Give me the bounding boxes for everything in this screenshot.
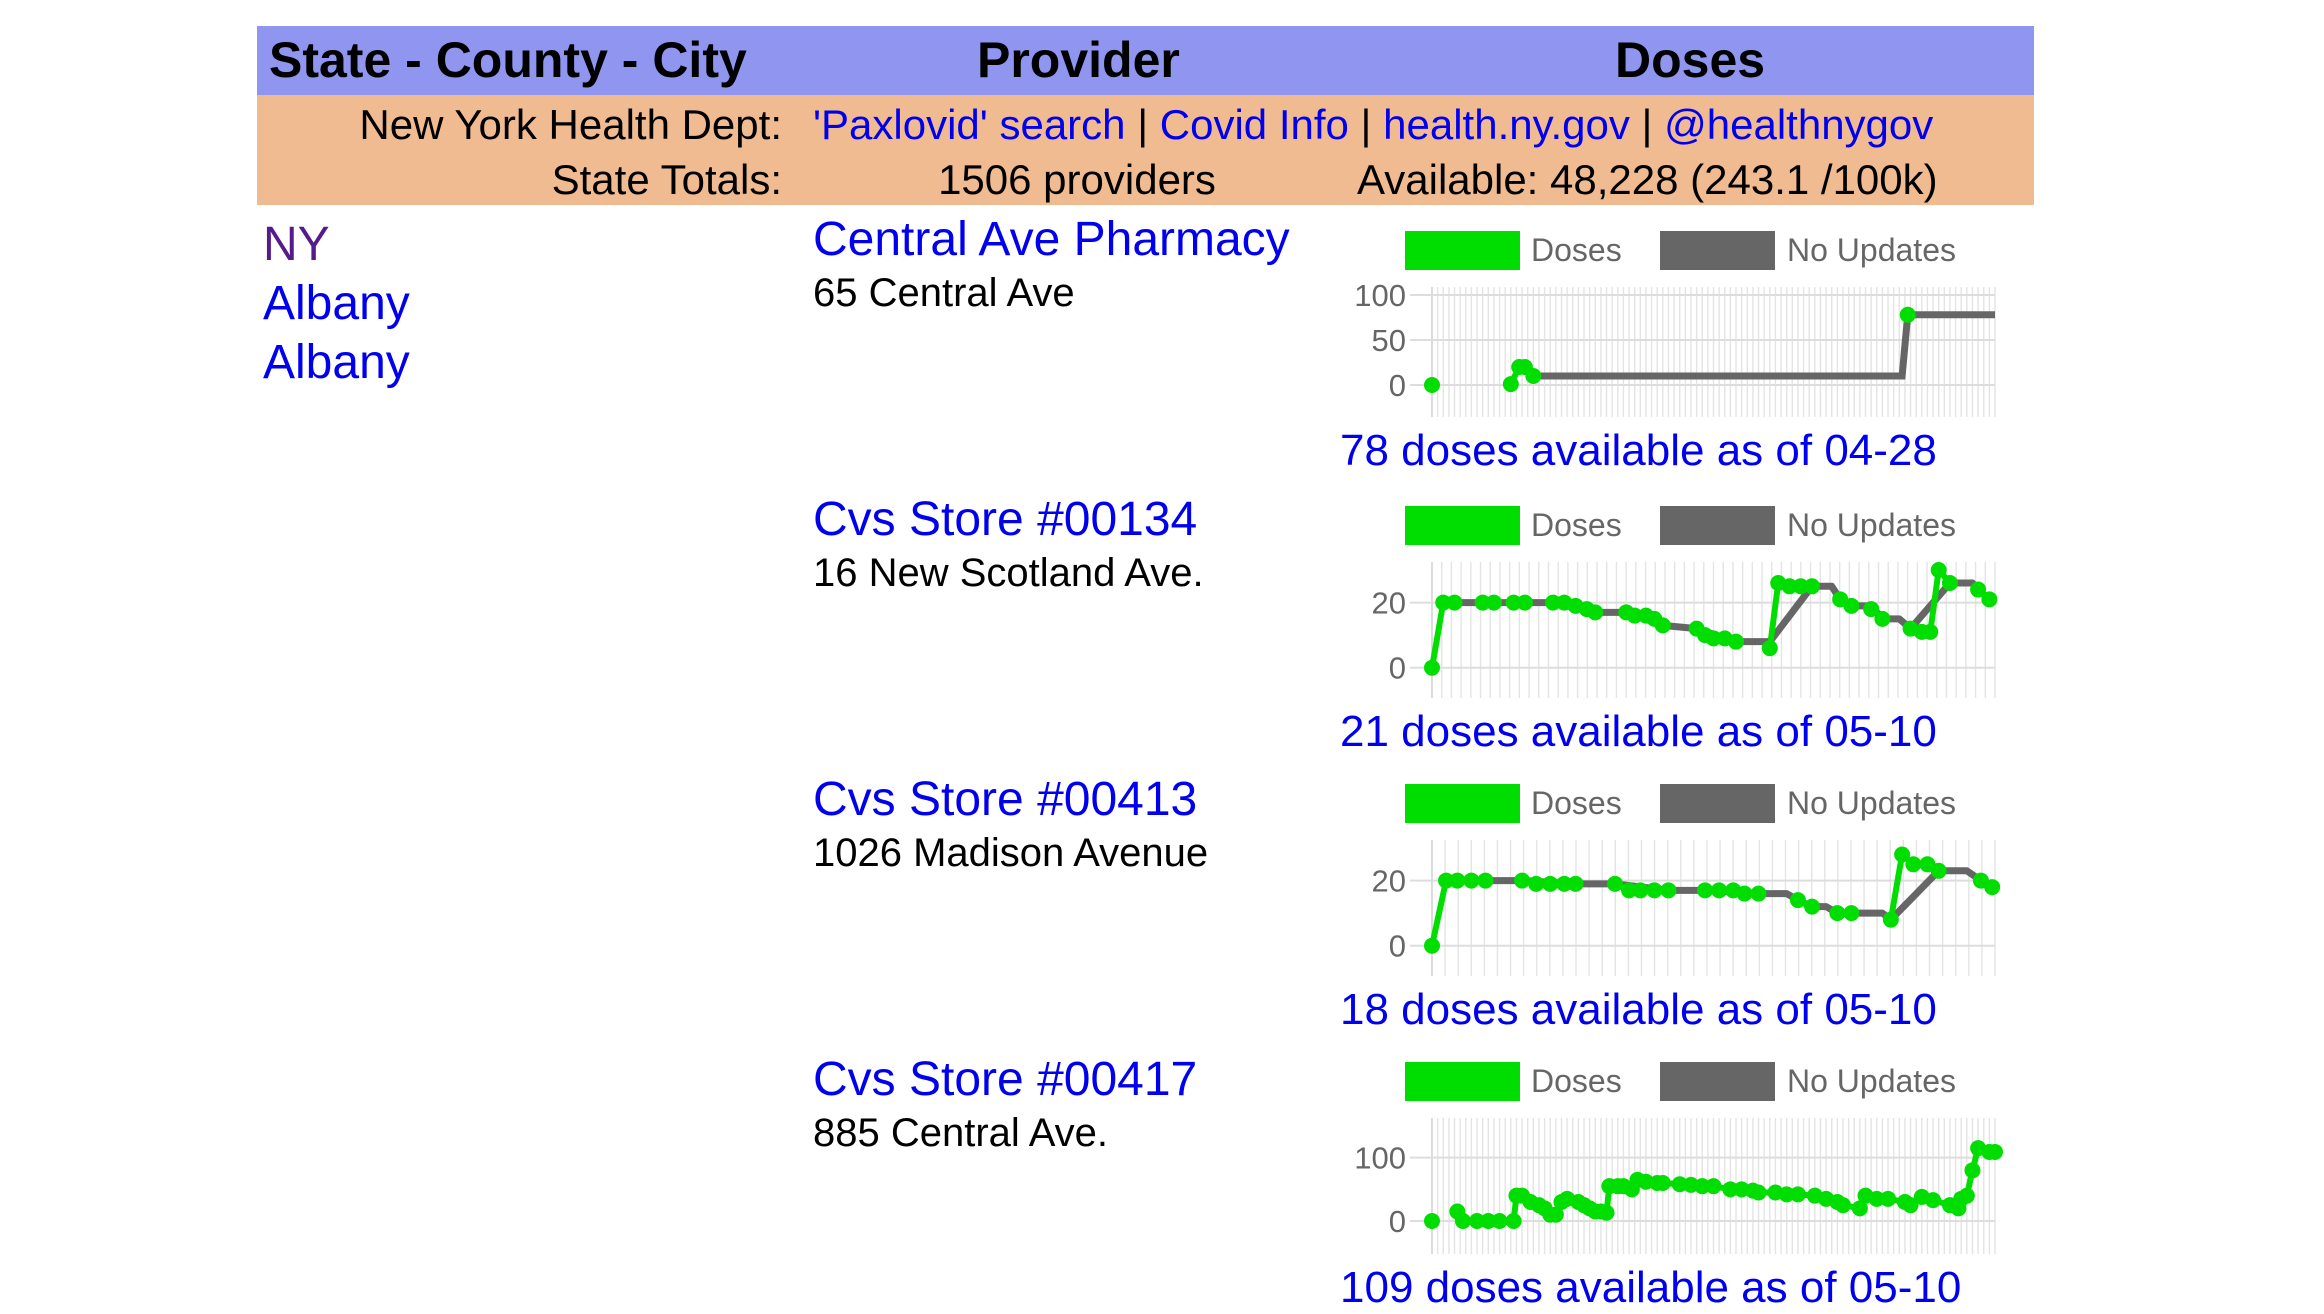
no-updates-legend-label: No Updates [1787, 1063, 1956, 1099]
provider-name-link[interactable]: Cvs Store #00417 [813, 1053, 1198, 1106]
doses-available-link[interactable]: 109 doses available as of 05-10 [1340, 1263, 1962, 1312]
provider-address: 65 Central Ave [813, 271, 1075, 315]
link-separator: | [1348, 101, 1384, 148]
provider-address: 885 Central Ave. [813, 1111, 1109, 1155]
doses-legend-label: Doses [1531, 1063, 1622, 1099]
svg-text:20: 20 [1372, 586, 1406, 621]
county-link[interactable]: Albany [263, 277, 410, 330]
link-separator: | [1125, 101, 1160, 148]
doses-legend-label: Doses [1531, 785, 1622, 821]
header-provider: Provider [977, 32, 1180, 88]
dose-line-chart: 0 50 100 [1354, 278, 1996, 417]
table-header: State - County - City Provider Doses [257, 26, 2034, 95]
twitter-handle-link[interactable]: @healthnygov [1664, 101, 1934, 148]
dose-line-chart: 0 100 [1354, 1118, 2003, 1254]
no-updates-legend-swatch[interactable] [1660, 1062, 1775, 1101]
dose-chart-block: Doses No Updates 0 20 21 doses available … [1340, 506, 2040, 758]
no-updates-legend-label: No Updates [1787, 507, 1956, 543]
dose-chart-block: Doses No Updates 0 50 100 78 doses availab… [1340, 231, 2040, 477]
chart-legend: Doses No Updates [1340, 1062, 2040, 1106]
covid-info-link[interactable]: Covid Info [1159, 101, 1349, 148]
svg-text:0: 0 [1389, 651, 1406, 686]
provider-name-link[interactable]: Cvs Store #00413 [813, 773, 1198, 826]
provider-name-link[interactable]: Central Ave Pharmacy [813, 213, 1290, 266]
dose-chart-block: Doses No Updates 0 100 109 doses availabl… [1340, 1062, 2040, 1314]
available-total: Available: 48,228 (243.1 /100k) [1357, 156, 1938, 203]
dose-chart-block: Doses No Updates 0 20 18 doses available … [1340, 784, 2040, 1036]
svg-text:100: 100 [1354, 1141, 1406, 1176]
doses-available-link[interactable]: 18 doses available as of 05-10 [1340, 985, 1937, 1034]
health-ny-gov-link[interactable]: health.ny.gov [1383, 101, 1630, 148]
header-doses: Doses [1615, 32, 1766, 88]
chart-legend: Doses No Updates [1340, 506, 2040, 550]
state-info-band: New York Health Dept: 'Paxlovid' search … [257, 95, 2034, 205]
header-location: State - County - City [269, 32, 747, 88]
doses-legend-swatch[interactable] [1405, 1062, 1520, 1101]
state-link[interactable]: NY [263, 218, 330, 271]
no-updates-legend-swatch[interactable] [1660, 231, 1775, 270]
availability-table: State - County - City Provider Doses New… [257, 26, 2034, 205]
dose-line-chart: 0 20 [1372, 840, 2001, 976]
svg-text:50: 50 [1372, 323, 1406, 358]
doses-legend-label: Doses [1531, 507, 1622, 543]
svg-text:0: 0 [1389, 929, 1406, 964]
doses-legend-swatch[interactable] [1405, 231, 1520, 270]
providers-total: 1506 providers [938, 156, 1216, 203]
no-updates-legend-label: No Updates [1787, 785, 1956, 821]
provider-name-link[interactable]: Cvs Store #00134 [813, 493, 1198, 546]
svg-text:0: 0 [1389, 368, 1406, 403]
doses-available-link[interactable]: 21 doses available as of 05-10 [1340, 707, 1937, 756]
svg-text:20: 20 [1372, 864, 1406, 899]
provider-address: 1026 Madison Avenue [813, 831, 1209, 875]
state-totals-label: State Totals: [551, 156, 782, 203]
city-link[interactable]: Albany [263, 336, 410, 389]
location-breadcrumb: NY Albany Albany [263, 215, 410, 392]
health-dept-label: New York Health Dept: [359, 101, 782, 148]
provider-address: 16 New Scotland Ave. [813, 551, 1204, 595]
dose-line-chart: 0 20 [1372, 562, 1998, 698]
doses-legend-swatch[interactable] [1405, 784, 1520, 823]
paxlovid-search-link[interactable]: 'Paxlovid' search [813, 101, 1126, 148]
no-updates-legend-label: No Updates [1787, 232, 1956, 268]
chart-legend: Doses No Updates [1340, 784, 2040, 828]
provider-row: Cvs Store #00417 885 Central Ave. [813, 1052, 1333, 1158]
health-dept-links: 'Paxlovid' search | Covid Info | health.… [813, 98, 1933, 152]
chart-legend: Doses No Updates [1340, 231, 2040, 275]
doses-legend-swatch[interactable] [1405, 506, 1520, 545]
svg-text:100: 100 [1354, 278, 1406, 313]
doses-available-link[interactable]: 78 doses available as of 04-28 [1340, 426, 1937, 475]
link-separator: | [1629, 101, 1665, 148]
provider-row: Cvs Store #00413 1026 Madison Avenue [813, 772, 1333, 878]
provider-row: Central Ave Pharmacy 65 Central Ave [813, 212, 1333, 318]
svg-text:0: 0 [1389, 1204, 1406, 1239]
provider-row: Cvs Store #00134 16 New Scotland Ave. [813, 492, 1333, 598]
no-updates-legend-swatch[interactable] [1660, 784, 1775, 823]
no-updates-legend-swatch[interactable] [1660, 506, 1775, 545]
doses-legend-label: Doses [1531, 232, 1622, 268]
